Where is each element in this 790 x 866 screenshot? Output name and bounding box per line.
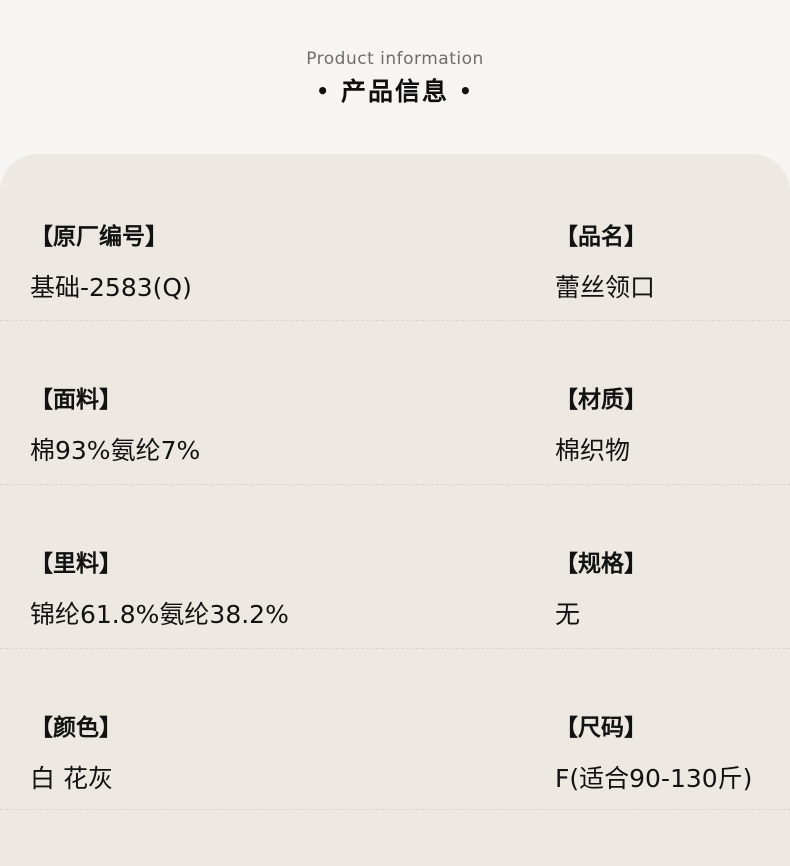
field-value: 锦纶61.8%氨纶38.2% xyxy=(30,600,289,629)
field-factory-number: 【原厂编号】 基础-2583(Q) xyxy=(0,225,525,320)
field-specification: 【规格】 无 xyxy=(525,552,790,648)
section-subtitle-en: Product information xyxy=(306,49,484,69)
field-label: 【品名】 xyxy=(555,224,647,250)
field-product-name: 【品名】 蕾丝领口 xyxy=(525,225,790,320)
field-value: 棉织物 xyxy=(555,436,631,465)
product-info-card: 【原厂编号】 基础-2583(Q) 【品名】 蕾丝领口 【面料】 棉93%氨纶7… xyxy=(0,154,790,866)
field-lining: 【里料】 锦纶61.8%氨纶38.2% xyxy=(0,552,525,648)
section-header: Product information • 产品信息 • xyxy=(0,0,790,107)
title-right-dot-icon: • xyxy=(459,79,474,103)
field-size: 【尺码】 F(适合90-130斤) xyxy=(525,716,790,809)
section-title: 产品信息 xyxy=(340,77,449,106)
field-value: F(适合90-130斤) xyxy=(555,764,753,793)
title-left-dot-icon: • xyxy=(316,79,331,103)
field-label: 【材质】 xyxy=(555,387,647,413)
field-value: 基础-2583(Q) xyxy=(30,273,192,302)
field-label: 【原厂编号】 xyxy=(30,224,168,250)
info-row-color: 【颜色】 白 花灰 【尺码】 F(适合90-130斤) xyxy=(0,649,790,810)
field-material: 【材质】 棉织物 xyxy=(525,388,790,484)
field-fabric: 【面料】 棉93%氨纶7% xyxy=(0,388,525,484)
field-color: 【颜色】 白 花灰 xyxy=(0,716,525,809)
info-row-lining: 【里料】 锦纶61.8%氨纶38.2% 【规格】 无 xyxy=(0,485,790,649)
info-row-factory-number: 【原厂编号】 基础-2583(Q) 【品名】 蕾丝领口 xyxy=(0,154,790,321)
field-label: 【颜色】 xyxy=(30,715,122,741)
field-value: 棉93%氨纶7% xyxy=(30,436,201,465)
field-label: 【面料】 xyxy=(30,387,122,413)
section-title-line: • 产品信息 • xyxy=(0,76,790,107)
field-value: 蕾丝领口 xyxy=(555,273,656,302)
field-label: 【尺码】 xyxy=(555,715,647,741)
field-label: 【里料】 xyxy=(30,551,122,577)
info-row-fabric: 【面料】 棉93%氨纶7% 【材质】 棉织物 xyxy=(0,321,790,485)
field-value: 白 花灰 xyxy=(30,764,113,793)
field-label: 【规格】 xyxy=(555,551,647,577)
field-value: 无 xyxy=(555,600,581,629)
